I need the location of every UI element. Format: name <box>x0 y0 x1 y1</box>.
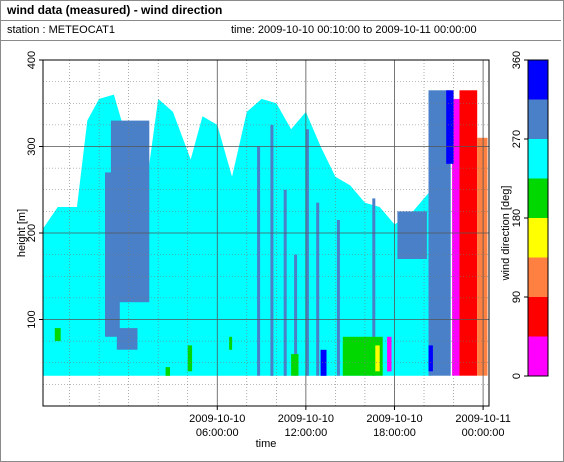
heatmap-cell-2 <box>116 328 138 350</box>
heatmap-cell-26 <box>229 336 233 350</box>
colorbar-tick-label-0: 0 <box>511 373 523 379</box>
title-bar: wind data (measured) - wind direction <box>1 1 561 21</box>
y-tick-label-2: 300 <box>26 137 38 155</box>
colorbar-bin-1 <box>528 297 548 337</box>
y-axis-label: height [m] <box>16 209 28 257</box>
x-tick-label-time-3: 00:00:00 <box>462 427 505 439</box>
heatmap-cell-24 <box>187 345 193 372</box>
colorbar-tick-label-1: 90 <box>511 291 523 303</box>
heatmap-cell-15 <box>477 137 488 376</box>
colorbar-tick-label-3: 270 <box>511 130 523 148</box>
colorbar-bin-4 <box>528 178 548 218</box>
heatmap-cell-22 <box>387 336 392 372</box>
heatmap-cell-5 <box>283 189 287 376</box>
x-axis: 2009-10-10 06:00:00 2009-10-10 12:00:00 2009… <box>189 406 511 439</box>
colorbar-tick-label-2: 180 <box>511 209 523 227</box>
heatmap-cell-23 <box>428 345 433 372</box>
colorbar-tick-label-4: 360 <box>511 51 523 69</box>
x-tick-label-time-1: 12:00:00 <box>284 427 327 439</box>
heatmap-cell-21 <box>375 345 380 372</box>
background-field <box>43 94 432 376</box>
colorbar-ticks: 0 90 180 270 360 <box>511 51 528 379</box>
heatmap-cell-11 <box>397 211 427 259</box>
colorbar-bin-2 <box>528 257 548 297</box>
y-tick-label-1: 200 <box>26 224 38 242</box>
heatmap-cell-3 <box>257 146 261 376</box>
heatmap-cell-16 <box>446 90 454 164</box>
heatmap-cell-7 <box>305 129 309 376</box>
y-tick-label-0: 100 <box>26 310 38 328</box>
colorbar-label: wind direction [deg] <box>500 186 512 282</box>
colorbar <box>527 59 549 377</box>
heatmap-cell-8 <box>316 202 320 376</box>
x-tick-label-date-1: 2009-10-10 <box>278 413 334 425</box>
x-tick-label-time-2: 18:00:00 <box>373 427 416 439</box>
heatmap-cell-6 <box>294 254 298 376</box>
colorbar-bin-5 <box>528 139 548 179</box>
colorbar-bin-7 <box>528 60 548 100</box>
colorbar-bin-6 <box>528 99 548 139</box>
heatmap-cell-10 <box>372 198 376 376</box>
heatmap-cell-9 <box>336 220 340 376</box>
heatmap-cell-4 <box>270 124 274 376</box>
x-axis-label: time <box>256 438 277 450</box>
x-tick-label-date-2: 2009-10-10 <box>366 413 422 425</box>
x-tick-label-date-0: 2009-10-10 <box>189 413 245 425</box>
colorbar-bin-3 <box>528 218 548 258</box>
chart-title: wind data (measured) - wind direction <box>7 3 223 17</box>
heatmap-cell-25 <box>54 328 61 342</box>
info-bar: station : METEOCAT1 time: 2009-10-10 00:… <box>1 21 561 41</box>
colorbar-bin-0 <box>528 336 548 376</box>
y-tick-label-3: 400 <box>26 51 38 69</box>
grid-lines <box>43 60 489 406</box>
heatmap-cell-18 <box>291 354 299 376</box>
heatmap-cell-19 <box>320 349 327 376</box>
y-axis: 100 200 300 400 <box>26 51 43 329</box>
x-tick-label-date-3: 2009-10-11 <box>455 413 510 425</box>
x-tick-label-time-0: 06:00:00 <box>196 427 239 439</box>
heatmap-cell-17 <box>165 367 170 376</box>
station-label: station : METEOCAT1 <box>7 24 115 36</box>
heatmap-cell-13 <box>452 98 460 376</box>
time-range-label: time: 2009-10-10 00:10:00 to 2009-10-11 … <box>231 24 477 36</box>
